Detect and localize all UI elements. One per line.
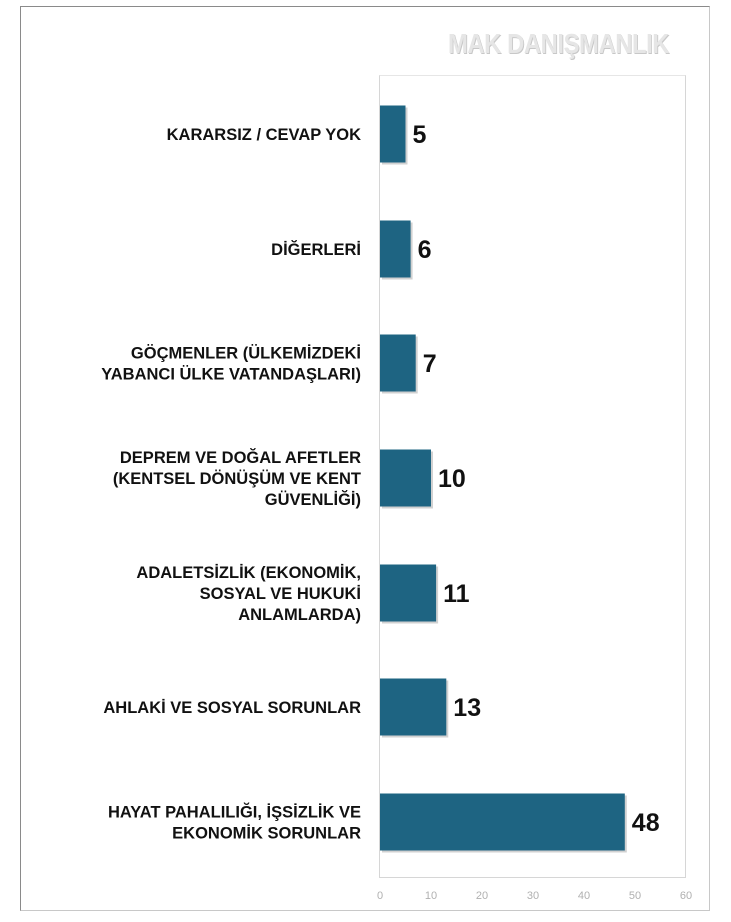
x-tick-label: 10: [425, 890, 437, 902]
bar: [380, 449, 431, 507]
category-label: YABANCI ÜLKE VATANDAŞLARI): [101, 365, 361, 384]
bar: [380, 105, 406, 163]
category-label: DEPREM VE DOĞAL AFETLER: [120, 448, 361, 467]
category-label: GÜVENLİĞİ): [265, 490, 361, 509]
bar: [380, 220, 411, 278]
category-label: (KENTSEL DÖNÜŞÜM VE KENT: [113, 469, 361, 488]
bar: [380, 678, 447, 736]
x-tick-label: 60: [680, 890, 692, 902]
bar: [380, 334, 416, 392]
category-label: HAYAT PAHALILIĞI, İŞSİZLİK VE: [108, 803, 361, 822]
x-tick-label: 40: [578, 890, 590, 902]
category-label: SOSYAL VE HUKUKİ: [200, 585, 361, 603]
x-tick-label: 30: [527, 890, 539, 902]
data-label: 7: [423, 350, 437, 378]
x-tick-label: 20: [476, 890, 488, 902]
brand-watermark: MAK DANIŞMANLIK: [448, 28, 670, 59]
category-label: ANLAMLARDA): [238, 606, 361, 624]
bar: [380, 564, 437, 622]
x-tick-label: 50: [629, 890, 641, 902]
x-tick-label: 0: [377, 890, 383, 902]
category-label: DİĞERLERİ: [271, 240, 361, 259]
chart-frame: [20, 6, 710, 911]
category-label: KARARSIZ / CEVAP YOK: [167, 126, 361, 144]
data-label: 13: [453, 694, 481, 722]
category-label: ADALETSİZLİK (EKONOMİK,: [136, 564, 361, 582]
data-label: 10: [438, 465, 466, 493]
data-label: 5: [413, 121, 427, 149]
plot-area: [379, 75, 686, 878]
category-label: EKONOMİK SORUNLAR: [172, 825, 361, 843]
category-label: AHLAKİ VE SOSYAL SORUNLAR: [103, 699, 361, 717]
data-label: 48: [632, 809, 660, 837]
category-label: GÖÇMENLER (ÜLKEMİZDEKİ: [131, 344, 361, 363]
bar: [380, 793, 625, 851]
data-label: 11: [443, 580, 470, 608]
data-label: 6: [418, 236, 432, 264]
